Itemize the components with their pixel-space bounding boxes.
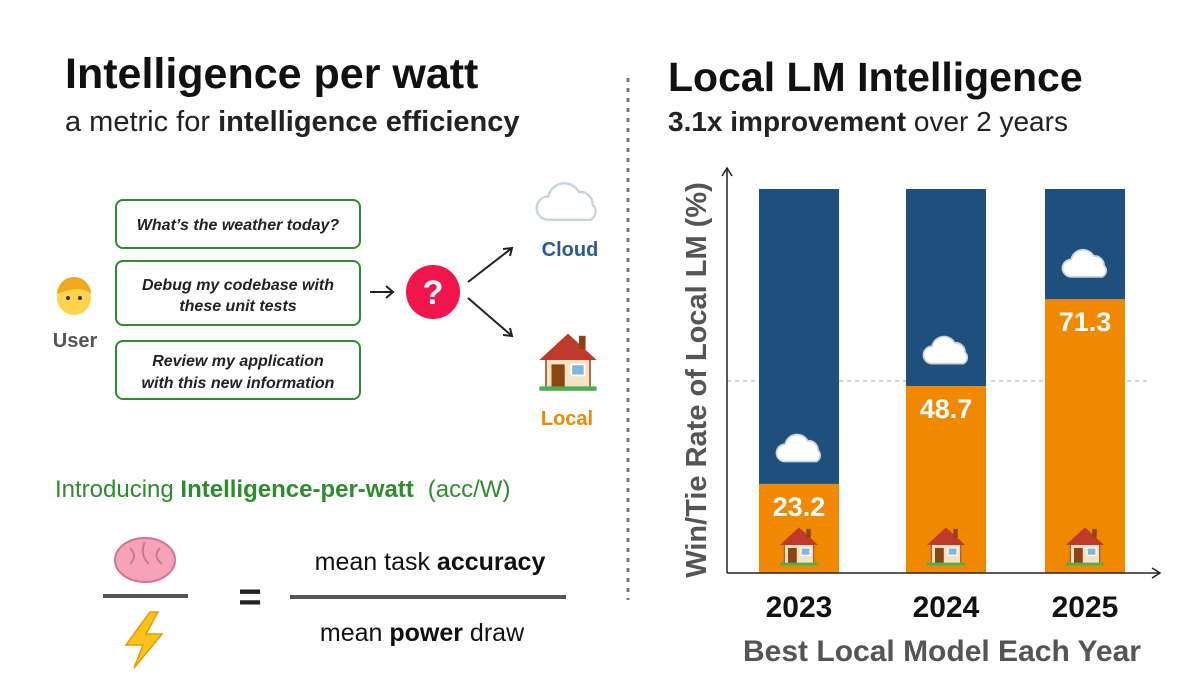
x-tick-label: 2023 bbox=[766, 591, 833, 624]
user-icon bbox=[57, 277, 91, 315]
x-tick-label: 2025 bbox=[1052, 591, 1119, 624]
x-axis-arrow bbox=[1151, 567, 1162, 579]
denominator-part: draw bbox=[463, 619, 525, 647]
query-box bbox=[115, 260, 361, 326]
cloud-icon bbox=[535, 182, 597, 222]
denominator: mean power draw bbox=[320, 619, 525, 647]
intro-text: Introducing Intelligence-per-watt (acc/W) bbox=[55, 476, 510, 503]
cloud-label: Cloud bbox=[542, 239, 599, 261]
x-axis-label: Best Local Model Each Year bbox=[743, 635, 1141, 668]
subtitle-part: a metric for bbox=[65, 106, 218, 138]
numerator-part: mean task bbox=[315, 548, 437, 576]
subtitle-part: 3.1x improvement bbox=[668, 106, 906, 137]
subtitle-part: over 2 years bbox=[906, 106, 1068, 137]
value-label: 48.7 bbox=[920, 394, 973, 424]
query-text: these unit tests bbox=[179, 298, 296, 315]
question-mark: ? bbox=[423, 274, 444, 312]
x-tick-label: 2024 bbox=[913, 591, 980, 624]
chart-title: Local LM Intelligence bbox=[668, 54, 1083, 100]
y-axis-arrow bbox=[721, 166, 733, 177]
numerator-part: accuracy bbox=[437, 548, 546, 576]
house-icon bbox=[538, 332, 598, 392]
query-text: Debug my codebase with bbox=[142, 277, 334, 294]
numerator: mean task accuracy bbox=[315, 548, 546, 576]
value-label: 23.2 bbox=[773, 492, 826, 522]
equals-sign: = bbox=[238, 575, 261, 619]
query-text: Review my application bbox=[152, 353, 324, 370]
intro-part: Introducing bbox=[55, 476, 180, 503]
query-boxes: What’s the weather today? Debug my codeb… bbox=[115, 199, 361, 400]
intro-part: (acc/W) bbox=[428, 476, 511, 503]
lightning-icon bbox=[124, 611, 164, 669]
arrows bbox=[370, 246, 514, 338]
bar-segment bbox=[1045, 189, 1125, 300]
chart-subtitle: 3.1x improvement over 2 years bbox=[668, 106, 1068, 137]
user-label: User bbox=[53, 330, 98, 352]
local-label: Local bbox=[541, 408, 593, 430]
query-text: What’s the weather today? bbox=[137, 217, 340, 234]
denominator-part: mean bbox=[320, 619, 389, 647]
question-badge bbox=[406, 265, 460, 319]
left-subtitle: a metric for intelligence efficiency bbox=[65, 106, 519, 138]
brain-icon bbox=[114, 537, 176, 583]
subtitle-part: intelligence efficiency bbox=[218, 106, 519, 138]
bar-segment bbox=[1045, 299, 1125, 573]
left-title: Intelligence per watt bbox=[65, 50, 478, 98]
intro-part: Intelligence-per-watt bbox=[180, 476, 413, 503]
query-text: with this new information bbox=[142, 375, 335, 392]
query-box bbox=[115, 199, 361, 249]
query-box bbox=[115, 340, 361, 400]
denominator-part: power bbox=[389, 619, 463, 647]
y-axis-label: Win/Tie Rate of Local LM (%) bbox=[681, 182, 713, 578]
value-label: 71.3 bbox=[1059, 307, 1112, 337]
